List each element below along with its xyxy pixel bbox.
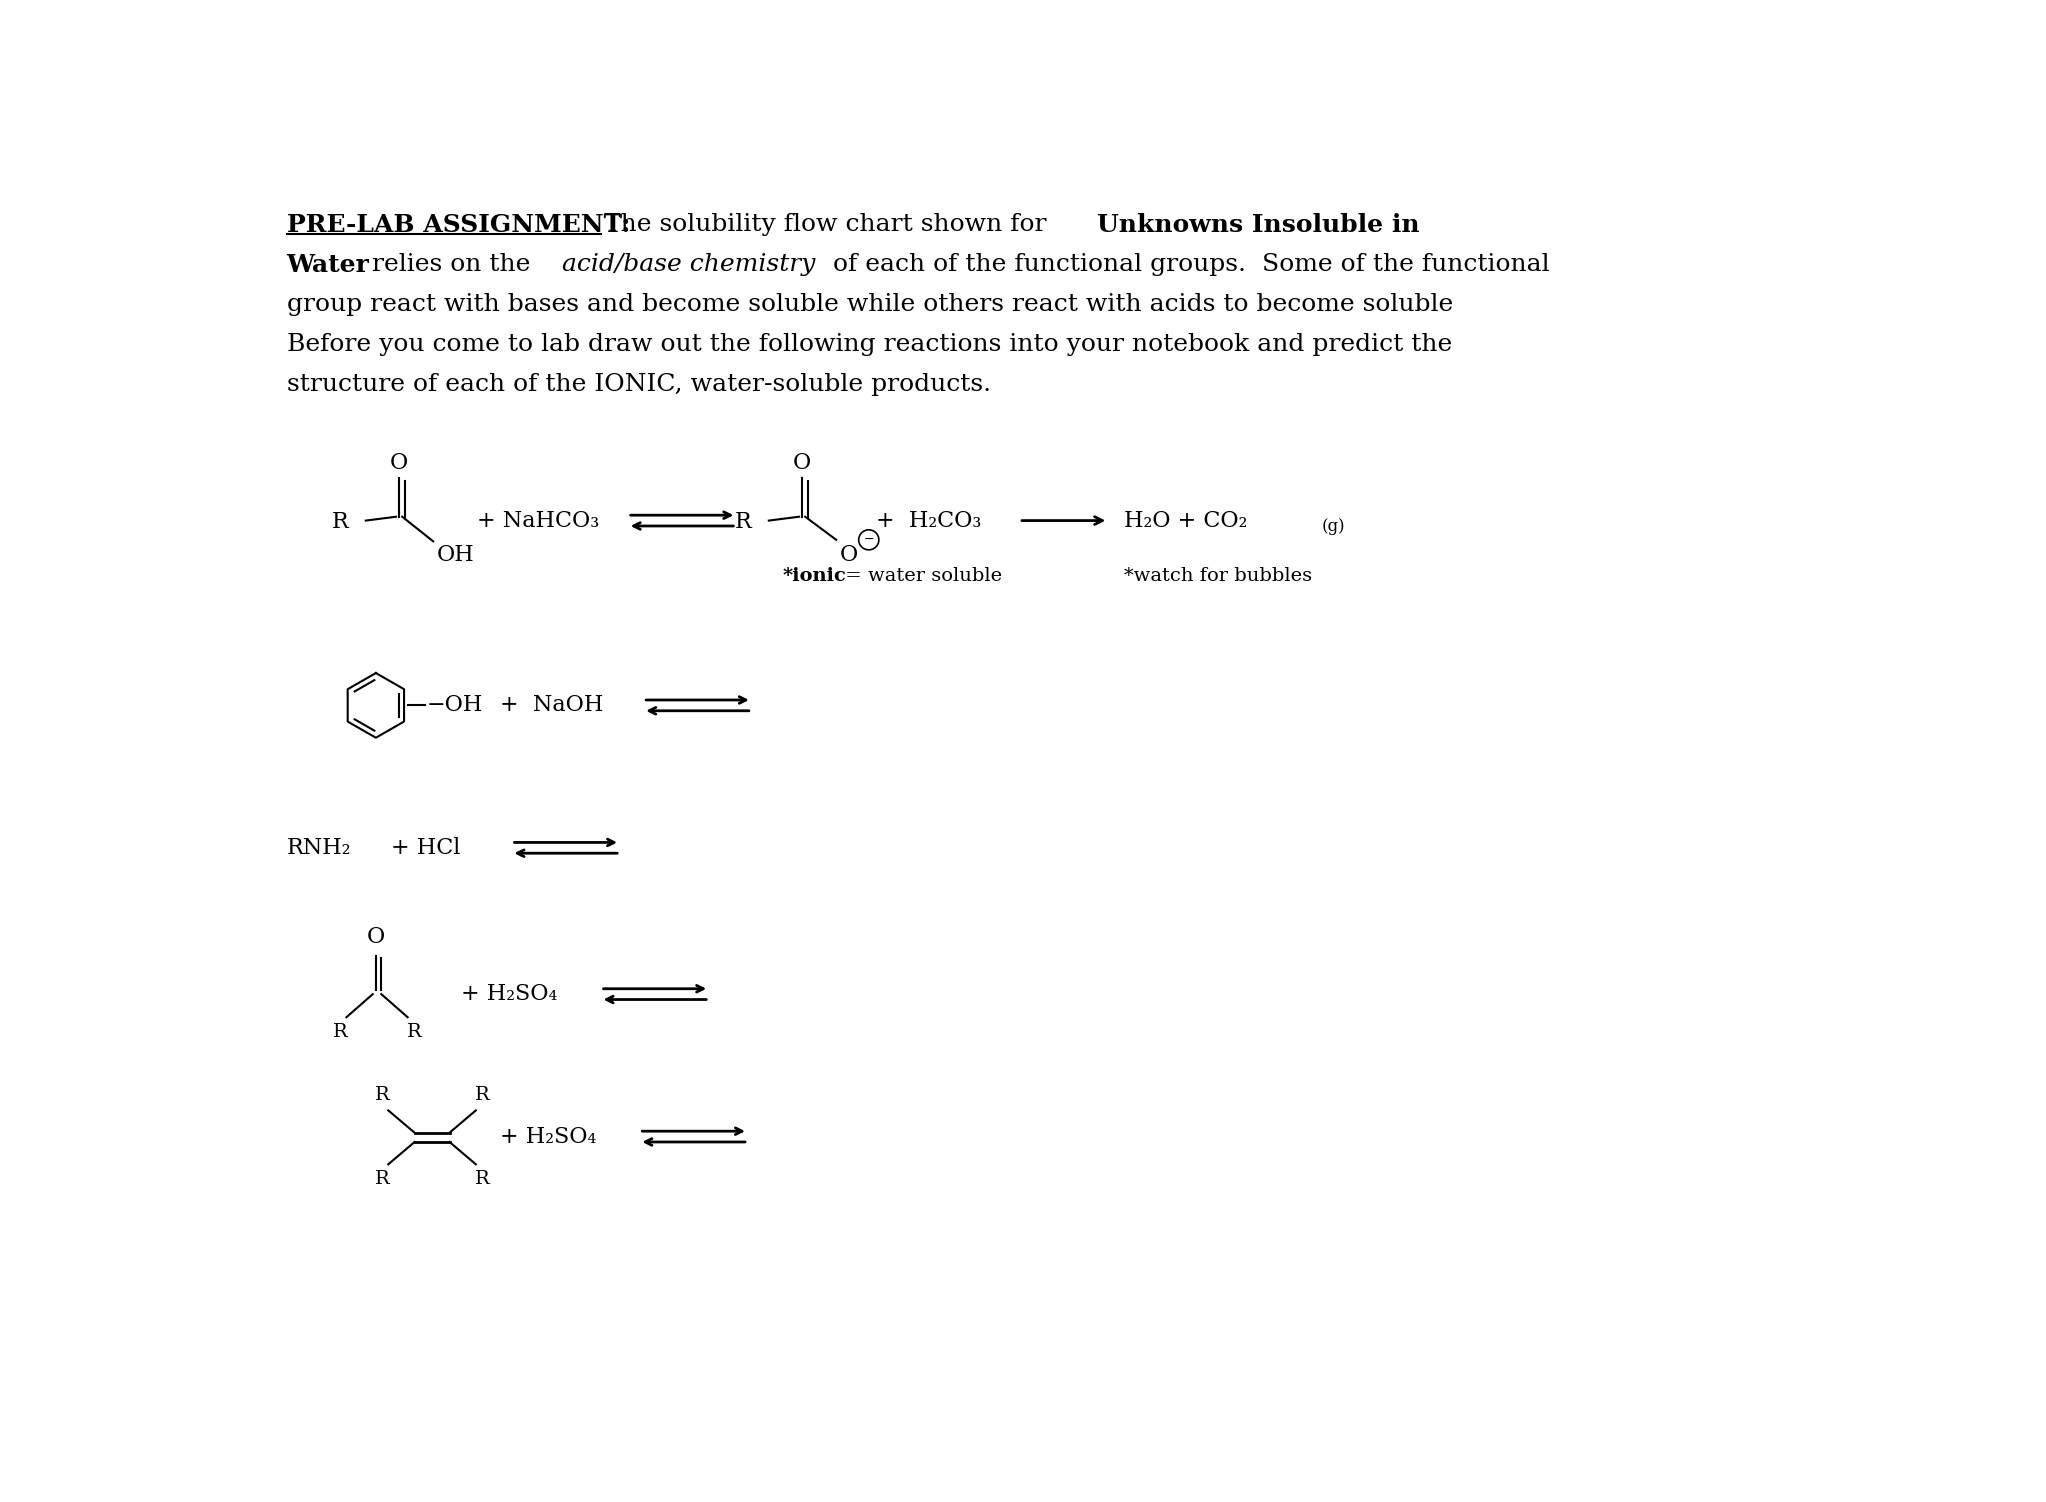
Text: The solubility flow chart shown for: The solubility flow chart shown for	[604, 213, 1056, 236]
Text: Water: Water	[286, 252, 370, 276]
Text: + NaHCO₃: + NaHCO₃	[477, 509, 599, 532]
Text: PRE-LAB ASSIGNMENT:: PRE-LAB ASSIGNMENT:	[286, 213, 630, 237]
Text: (g): (g)	[1322, 518, 1344, 535]
Text: = water soluble: = water soluble	[839, 568, 1003, 584]
Text: R: R	[407, 1023, 421, 1041]
Text: O: O	[391, 452, 409, 475]
Text: R: R	[735, 511, 751, 533]
Text: RNH₂: RNH₂	[286, 837, 352, 859]
Text: + H₂SO₄: + H₂SO₄	[499, 1125, 595, 1148]
Text: +  H₂CO₃: + H₂CO₃	[876, 509, 982, 532]
Text: O: O	[366, 925, 385, 948]
Text: +  NaOH: + NaOH	[499, 694, 604, 716]
Text: O: O	[794, 452, 812, 475]
Text: R: R	[333, 1023, 348, 1041]
Text: + H₂SO₄: + H₂SO₄	[460, 984, 557, 1005]
Text: structure of each of the IONIC, water-soluble products.: structure of each of the IONIC, water-so…	[286, 372, 990, 395]
Text: + HCl: + HCl	[391, 837, 460, 859]
Text: group react with bases and become soluble while others react with acids to becom: group react with bases and become solubl…	[286, 293, 1453, 315]
Text: Before you come to lab draw out the following reactions into your notebook and p: Before you come to lab draw out the foll…	[286, 333, 1453, 356]
Text: *ionic: *ionic	[784, 568, 847, 584]
Text: of each of the functional groups.  Some of the functional: of each of the functional groups. Some o…	[833, 252, 1549, 276]
Text: OH: OH	[436, 544, 475, 566]
Text: −OH: −OH	[428, 694, 483, 716]
Text: relies on the: relies on the	[372, 252, 538, 276]
Text: R: R	[331, 511, 348, 533]
Text: R: R	[374, 1170, 389, 1188]
Text: −: −	[863, 533, 874, 547]
Text: *watch for bubbles: *watch for bubbles	[1123, 568, 1311, 584]
Text: R: R	[374, 1086, 389, 1104]
Text: acid/base chemistry: acid/base chemistry	[563, 252, 814, 276]
Text: R: R	[475, 1086, 489, 1104]
Text: O: O	[839, 544, 857, 566]
Text: R: R	[475, 1170, 489, 1188]
Text: H₂O + CO₂: H₂O + CO₂	[1123, 509, 1248, 532]
Text: Unknowns Insoluble in: Unknowns Insoluble in	[1097, 213, 1420, 237]
